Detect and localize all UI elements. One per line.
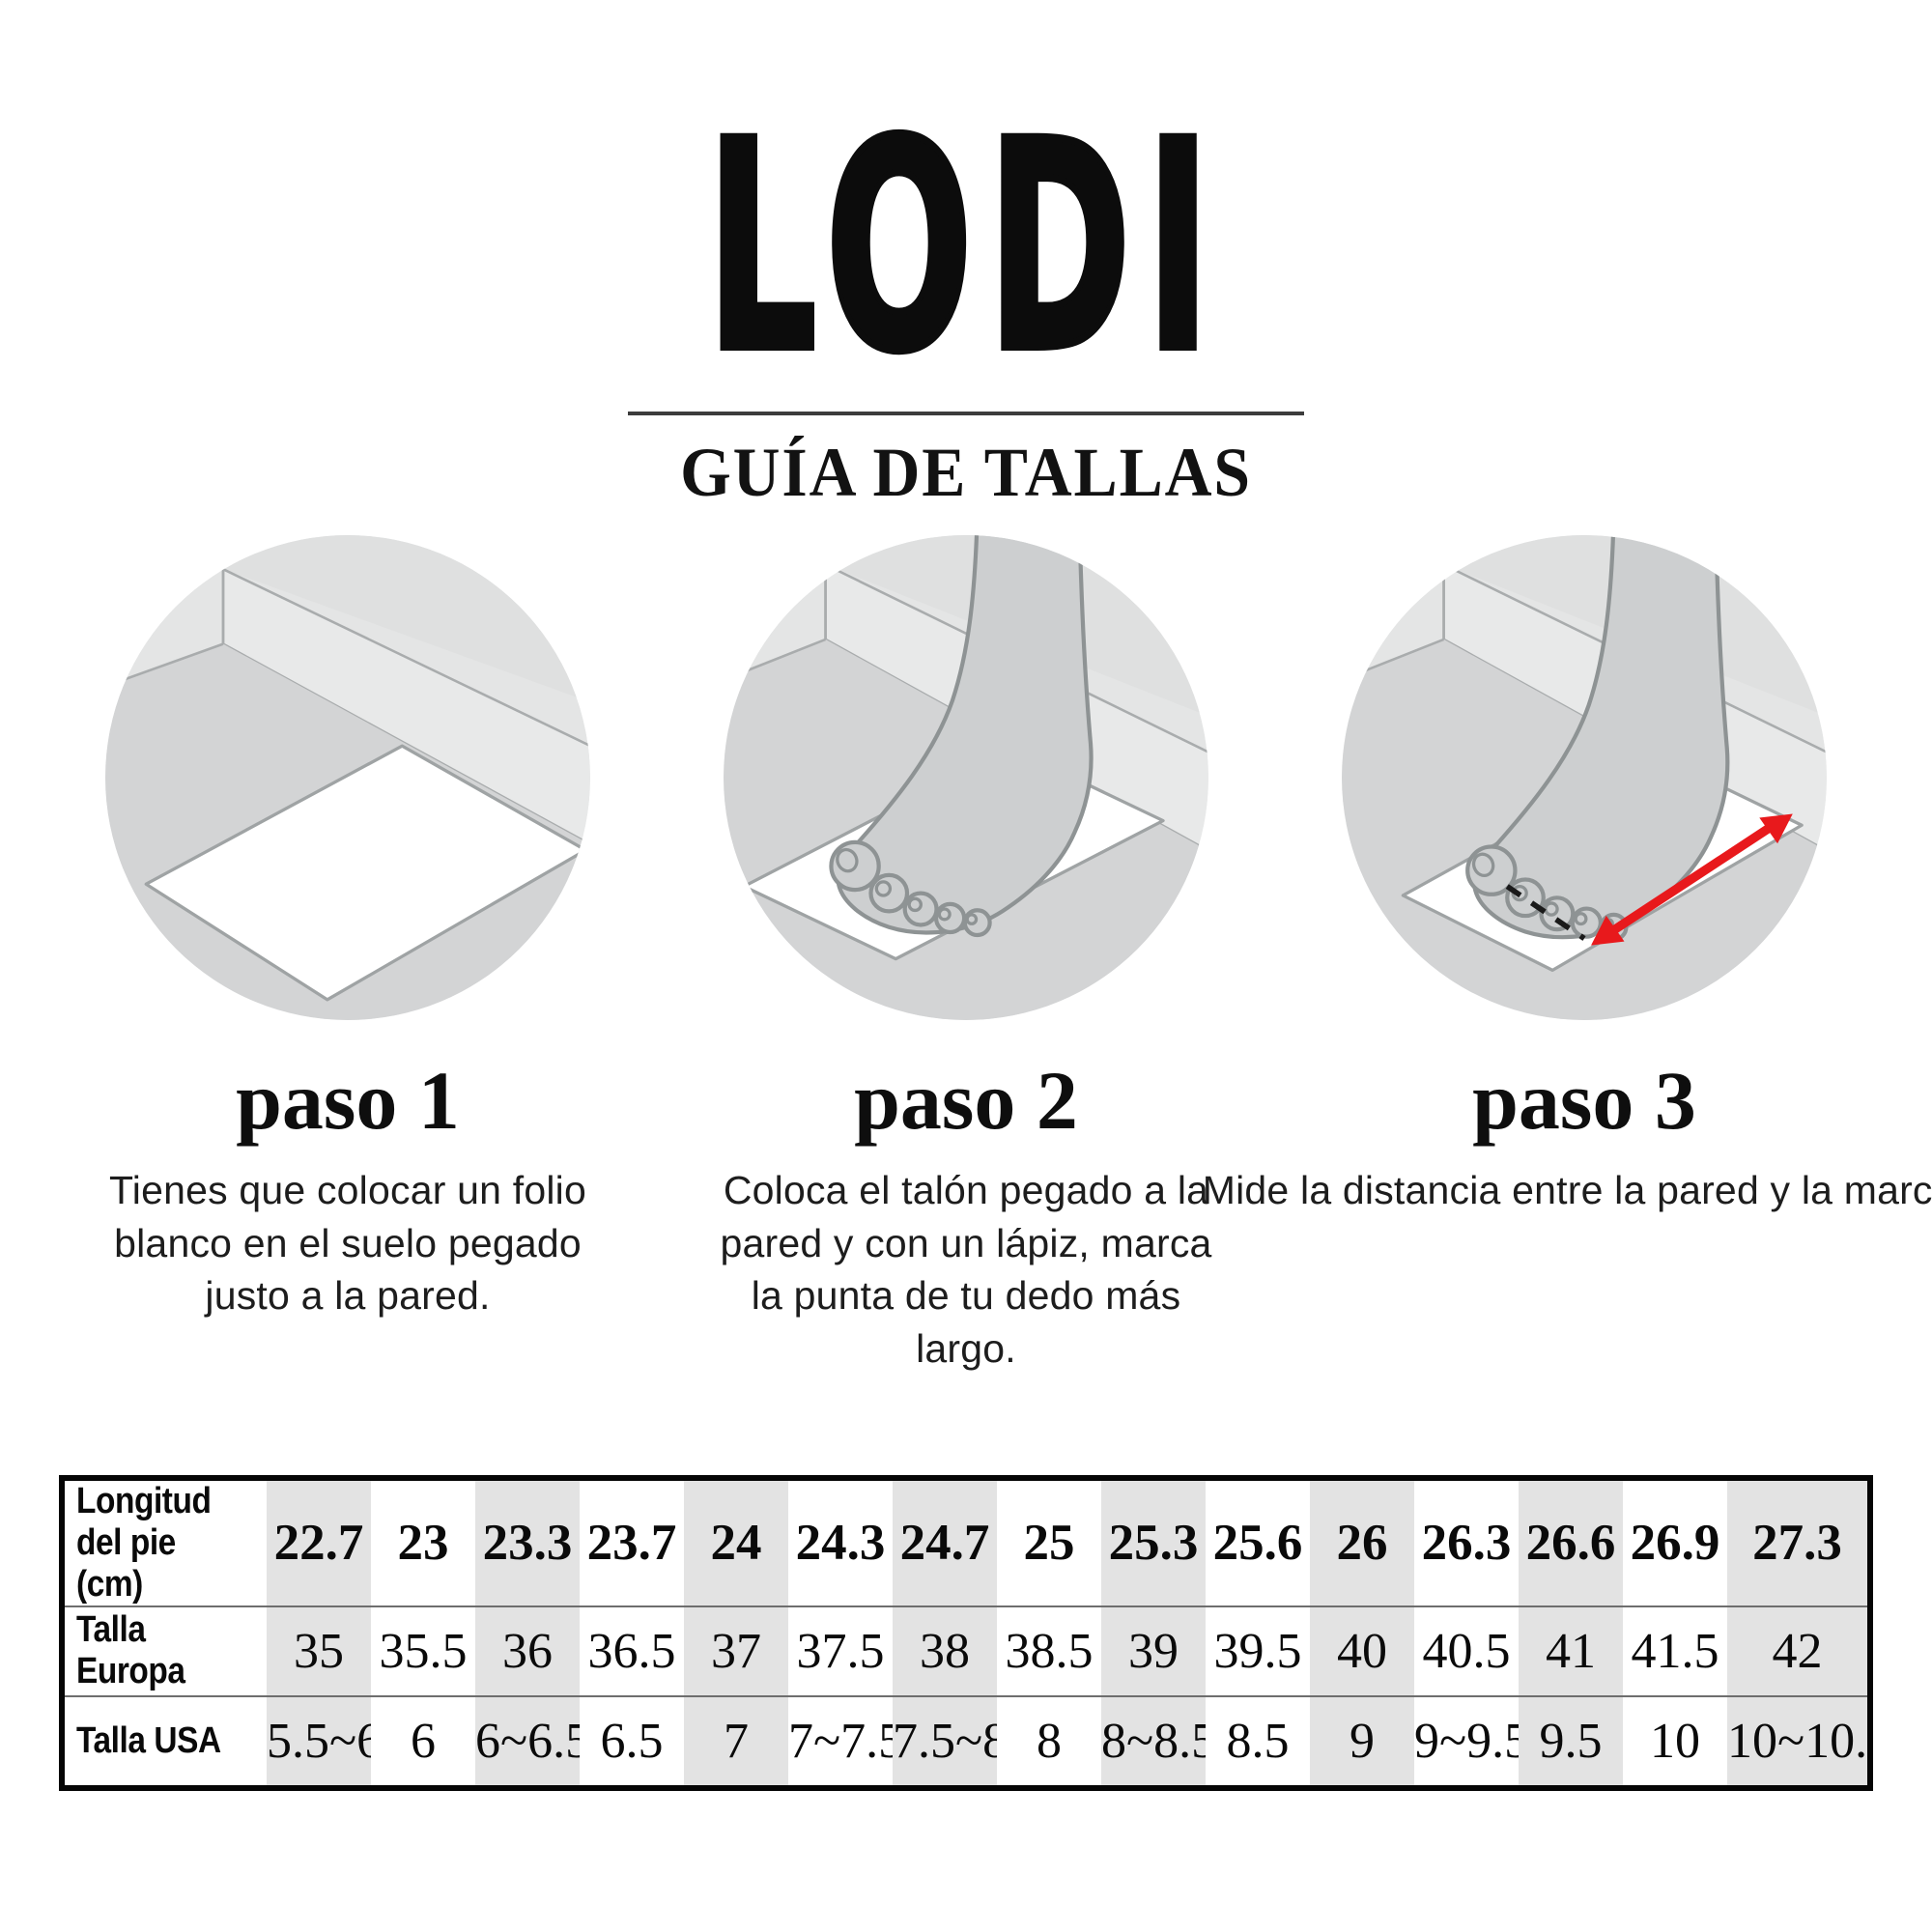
size-table-cell: 24.7 — [899, 1515, 990, 1572]
size-table-cell: 35 — [267, 1605, 371, 1696]
size-table-cell: 23.3 — [482, 1515, 573, 1572]
size-table-row-label-cell: Talla Europa — [62, 1605, 267, 1696]
brand-logo: LODI — [704, 80, 1226, 415]
size-table-cell: 36.5 — [580, 1605, 684, 1696]
size-table-row: Talla USA 5.5~6 6 6~6.5 6.5 7 7~7.5 7.5~8 8 8~8.5… — [62, 1694, 1870, 1788]
size-table-cell: 35.5 — [371, 1605, 475, 1696]
size-table-cell: 26.6 — [1525, 1515, 1616, 1572]
size-table-cell: 41.5 — [1623, 1605, 1727, 1696]
size-table-cell: 40 — [1310, 1605, 1414, 1696]
size-table-row-label-cell: Talla USA — [62, 1694, 267, 1788]
step3-description: Mide la distancia entre la pared y la ma… — [1202, 1168, 1932, 1212]
size-table-row-label: Longitud del pie (cm) — [76, 1481, 212, 1605]
size-table-cell: 7~7.5 — [788, 1694, 893, 1788]
size-table-cell: 36 — [475, 1605, 580, 1696]
size-table-cell: 8~8.5 — [1101, 1694, 1206, 1788]
size-table-cell: 10 — [1623, 1694, 1727, 1788]
size-table-cell: 5.5~6 — [267, 1694, 371, 1788]
size-table-cell: 6 — [371, 1694, 475, 1788]
size-table-row: Longitud del pie (cm) 22.7 23 23.3 23.7 24 24.… — [62, 1478, 1870, 1606]
guide-subtitle: GUÍA DE TALLAS — [680, 434, 1252, 511]
size-table-cell: 6.5 — [580, 1694, 684, 1788]
size-table-cell: 39 — [1101, 1605, 1206, 1696]
size-table-cell: 38.5 — [997, 1605, 1101, 1696]
size-table-cell: 23.7 — [586, 1515, 677, 1572]
size-table-cell: 38 — [893, 1605, 997, 1696]
step1-paper-against-wall-illustration — [105, 535, 590, 1020]
size-table-cell: 39.5 — [1206, 1605, 1310, 1696]
toe-mark-dashed-line — [1505, 884, 1586, 941]
size-table-row-label-cell: Longitud del pie (cm) — [62, 1478, 267, 1606]
size-table-cell: 37 — [684, 1605, 788, 1696]
white-paper-sheet — [144, 744, 587, 1002]
size-table-cell: 27.3 — [1752, 1515, 1842, 1572]
size-table-cell: 40.5 — [1414, 1605, 1519, 1696]
size-table-cell: 22.7 — [273, 1515, 364, 1572]
header: LODI GUÍA DE TALLAS — [0, 0, 1932, 513]
size-table-cell: 9.5 — [1519, 1694, 1623, 1788]
step-3: paso 3 Mide la distancia entre la pared … — [1203, 528, 1932, 1375]
size-table-cell: 9~9.5 — [1414, 1694, 1519, 1788]
size-table-cell: 24.3 — [795, 1515, 886, 1572]
size-table-cell: 7.5~8 — [893, 1694, 997, 1788]
step3-measure-distance-illustration — [1342, 535, 1827, 1020]
size-table-cell: 10~10.5 — [1727, 1694, 1870, 1788]
size-table-cell: 37.5 — [788, 1605, 893, 1696]
size-table-row: Talla Europa 35 35.5 36 36.5 37 37.5 38 38.5 39 39… — [62, 1605, 1870, 1696]
size-conversion-table: Longitud del pie (cm) 22.7 23 23.3 23.7 24 24.… — [59, 1475, 1873, 1791]
size-table-cell: 25.3 — [1108, 1515, 1199, 1572]
logo-underline — [628, 412, 1304, 415]
measure-arrow — [1591, 813, 1793, 946]
size-table-row-label: Talla Europa — [76, 1609, 185, 1692]
step3-title: paso 3 — [1472, 1054, 1696, 1147]
size-table-cell: 9 — [1310, 1694, 1414, 1788]
bare-foot — [829, 535, 1094, 938]
size-table-cell: 25 — [1023, 1515, 1075, 1572]
size-table-cell: 41 — [1519, 1605, 1623, 1696]
size-table-cell: 7 — [684, 1694, 788, 1788]
size-table-cell: 8.5 — [1206, 1694, 1310, 1788]
step1-description: Tienes que colocar un folio blanco en el… — [109, 1168, 586, 1319]
step-2: paso 2 Coloca el talón pegado a la pared… — [657, 528, 1275, 1375]
size-table-cell: 25.6 — [1212, 1515, 1303, 1572]
steps-row: paso 1 Tienes que colocar un folio blanc… — [0, 528, 1932, 1375]
size-table-cell: 8 — [997, 1694, 1101, 1788]
size-table-cell: 26 — [1336, 1515, 1388, 1572]
step2-foot-on-paper-illustration — [724, 535, 1208, 1020]
size-table-row-label: Talla USA — [76, 1719, 221, 1761]
size-table-cell: 26.3 — [1421, 1515, 1512, 1572]
size-table-cell: 26.9 — [1630, 1515, 1720, 1572]
size-table-cell: 6~6.5 — [475, 1694, 580, 1788]
step2-title: paso 2 — [854, 1054, 1078, 1147]
step-1: paso 1 Tienes que colocar un folio blanc… — [39, 528, 657, 1375]
size-table-cell: 23 — [397, 1515, 449, 1572]
step2-description: Coloca el talón pegado a la pared y con … — [720, 1168, 1212, 1371]
size-table-cell: 24 — [710, 1515, 762, 1572]
size-table-section: Longitud del pie (cm) 22.7 23 23.3 23.7 24 24.… — [0, 1475, 1932, 1791]
size-table-cell: 42 — [1727, 1605, 1870, 1696]
step1-title: paso 1 — [236, 1054, 460, 1147]
floor-wall-edge — [105, 642, 224, 707]
